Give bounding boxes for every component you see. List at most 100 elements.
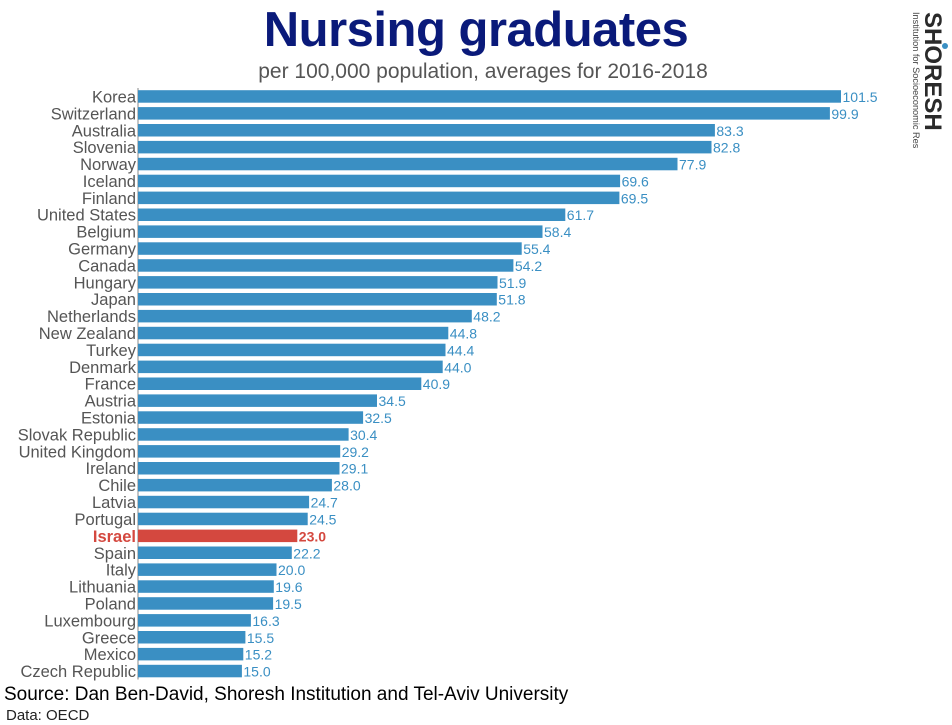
value-label: 61.7 [567, 207, 594, 223]
category-label: Spain [94, 545, 136, 563]
category-label: Mexico [84, 646, 136, 664]
bar-finland [138, 191, 620, 205]
bar-austria [138, 394, 377, 407]
bar-germany [138, 242, 522, 255]
bar-canada [138, 259, 514, 272]
category-label: France [85, 376, 136, 394]
bar-new-zealand [138, 326, 449, 340]
value-label: 101.5 [843, 89, 878, 105]
logo-name: SHORESH [919, 12, 946, 131]
value-label: 51.8 [498, 292, 525, 308]
bar-japan [138, 293, 497, 306]
bar-italy [138, 563, 277, 576]
category-label: United Kingdom [19, 443, 136, 461]
bar-poland [138, 597, 274, 610]
value-label: 30.4 [350, 427, 377, 443]
category-label: Belgium [76, 224, 136, 242]
bar-denmark [138, 360, 443, 374]
category-label: Slovak Republic [18, 426, 136, 444]
value-label: 32.5 [365, 410, 392, 426]
bar-switzerland [138, 107, 830, 120]
bar-netherlands [138, 309, 472, 323]
value-label: 40.9 [423, 376, 450, 392]
bar-slovenia [138, 140, 712, 154]
category-label: Hungary [74, 274, 137, 292]
value-label: 23.0 [299, 528, 326, 544]
value-label: 24.5 [309, 511, 336, 527]
bar-united-kingdom [138, 445, 341, 458]
category-label: Italy [106, 562, 137, 580]
category-label: Turkey [86, 342, 137, 360]
value-label: 55.4 [523, 241, 550, 257]
value-label: 22.2 [293, 545, 320, 561]
logo-dot-icon [942, 43, 948, 49]
chart-subtitle: per 100,000 population, averages for 201… [258, 60, 708, 83]
bar-lithuania [138, 580, 274, 593]
category-label: Israel [93, 528, 136, 546]
category-label: Switzerland [51, 105, 136, 123]
value-label: 82.8 [713, 140, 740, 156]
bar-france [138, 377, 422, 390]
chart-title: Nursing graduates [263, 3, 689, 57]
value-label: 20.0 [278, 562, 305, 578]
category-label: New Zealand [39, 325, 136, 343]
bar-portugal [138, 512, 308, 526]
bar-czech-republic [138, 664, 242, 678]
category-label: Denmark [69, 359, 137, 377]
value-label: 28.0 [333, 478, 360, 494]
value-label: 44.8 [450, 326, 477, 342]
value-label: 15.5 [247, 630, 274, 646]
category-label: Germany [68, 241, 137, 259]
bar-israel [138, 529, 298, 543]
value-label: 54.2 [515, 258, 542, 274]
category-label: Ireland [86, 460, 136, 478]
category-label: Czech Republic [20, 663, 136, 681]
source-note: Source: Dan Ben-David, Shoresh Instituti… [4, 684, 569, 705]
value-label: 19.6 [275, 579, 302, 595]
category-label: Slovenia [73, 139, 137, 157]
bar-hungary [138, 276, 498, 289]
category-label: Poland [85, 596, 136, 614]
category-label: Latvia [92, 494, 137, 512]
category-label: Finland [82, 190, 136, 208]
value-label: 29.1 [341, 461, 368, 477]
value-label: 15.2 [245, 647, 272, 663]
bar-australia [138, 124, 715, 137]
value-label: 19.5 [275, 596, 302, 612]
value-label: 99.9 [831, 106, 858, 122]
category-label: Chile [98, 477, 136, 495]
logo-tagline: Institution for Socioeconomic Research [911, 12, 921, 148]
data-note: Data: OECD [6, 707, 90, 724]
value-label: 48.2 [473, 309, 500, 325]
value-label: 83.3 [716, 123, 743, 139]
value-label: 44.0 [444, 359, 471, 375]
bar-mexico [138, 647, 244, 661]
value-label: 58.4 [544, 224, 571, 240]
value-label: 24.7 [311, 495, 338, 511]
bar-spain [138, 546, 292, 559]
category-label: Iceland [83, 173, 136, 191]
bar-greece [138, 631, 246, 644]
value-label: 44.4 [447, 342, 474, 358]
bar-belgium [138, 225, 543, 238]
value-label: 69.5 [621, 190, 648, 206]
category-label: Estonia [81, 410, 137, 428]
category-label: Luxembourg [44, 612, 136, 630]
bar-korea [138, 90, 841, 103]
category-label: Japan [91, 291, 136, 309]
category-label: Korea [92, 89, 137, 107]
bar-united-states [138, 208, 566, 221]
category-label: Australia [72, 122, 137, 140]
value-label: 16.3 [252, 613, 279, 629]
value-label: 69.6 [622, 173, 649, 189]
category-label: Lithuania [69, 579, 137, 597]
bar-iceland [138, 174, 621, 188]
bar-turkey [138, 343, 446, 357]
bar-ireland [138, 462, 340, 475]
category-label: Canada [78, 257, 137, 275]
category-label: Netherlands [47, 308, 136, 326]
bar-slovak-republic [138, 428, 349, 441]
category-label: Austria [85, 393, 137, 411]
value-label: 15.0 [243, 664, 270, 680]
